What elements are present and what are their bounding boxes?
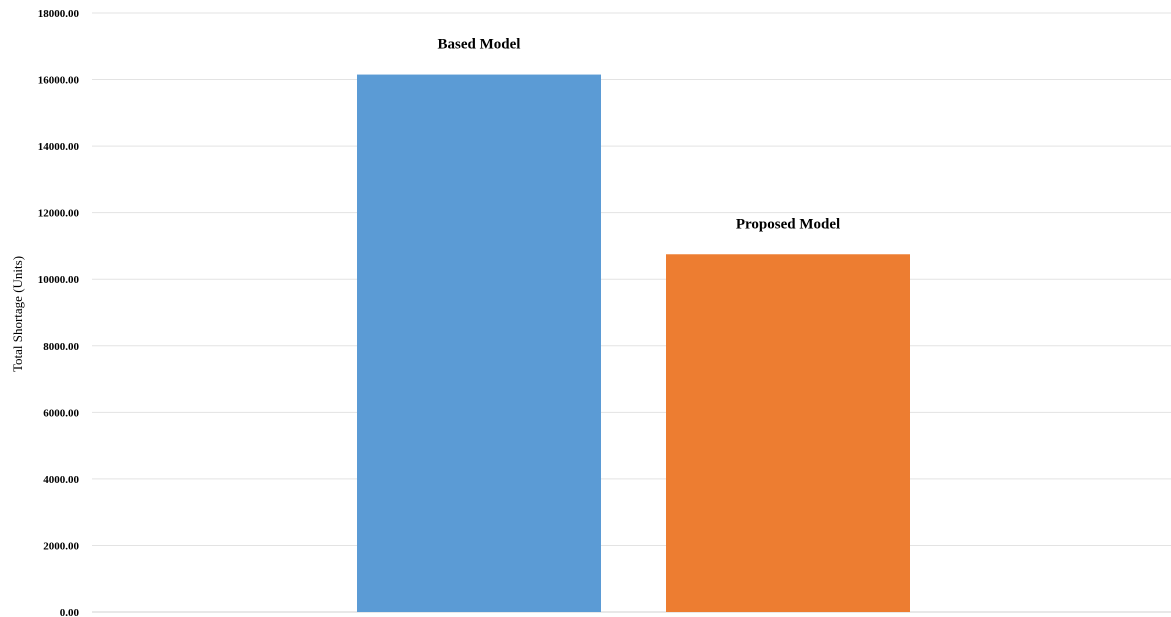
y-tick-label: 0.00 <box>60 607 80 617</box>
y-tick-label: 2000.00 <box>43 540 79 552</box>
bar-based-model <box>357 74 601 612</box>
bar-data-label: Based Model <box>438 37 521 53</box>
y-tick-label: 18000.00 <box>38 8 80 20</box>
y-tick-label: 4000.00 <box>43 474 79 486</box>
data-labels: Based Model Proposed Model <box>438 37 841 233</box>
y-tick-label: 10000.00 <box>38 274 80 286</box>
bars <box>357 74 910 612</box>
y-tick-label: 8000.00 <box>43 341 79 353</box>
y-axis-title: Total Shortage (Units) <box>10 256 25 372</box>
y-tick-label: 6000.00 <box>43 407 79 419</box>
y-tick-label: 16000.00 <box>38 75 80 87</box>
bar-proposed-model <box>666 254 910 612</box>
y-tick-label: 12000.00 <box>38 208 80 220</box>
gridlines <box>92 12 1171 613</box>
bar-data-label: Proposed Model <box>736 216 840 232</box>
y-axis-ticks: 0.00 2000.00 4000.00 6000.00 8000.00 10000.00… <box>38 8 80 617</box>
y-tick-label: 14000.00 <box>38 141 80 153</box>
